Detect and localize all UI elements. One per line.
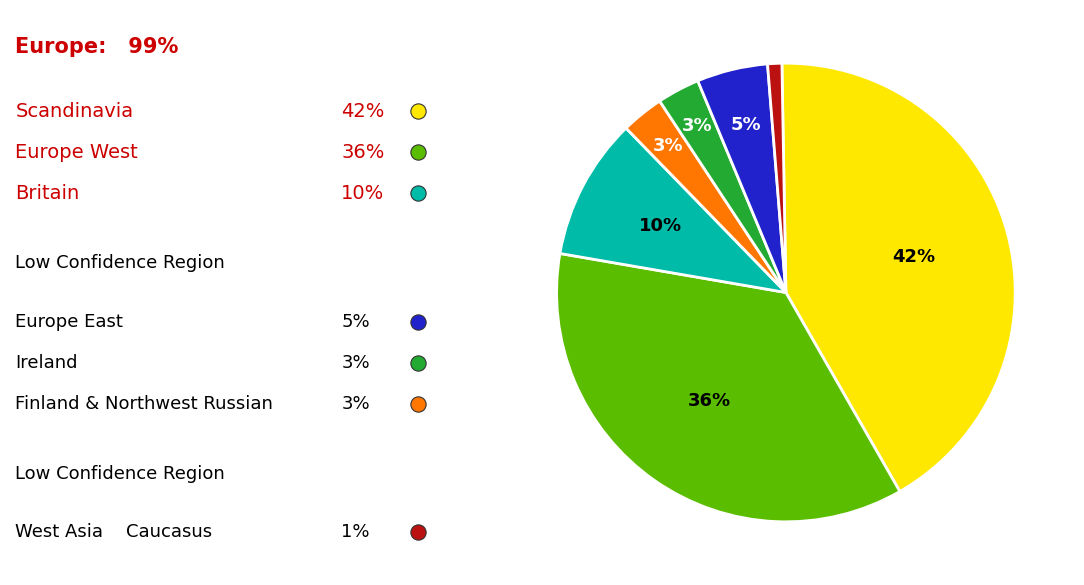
- Text: 3%: 3%: [682, 118, 713, 136]
- Text: Europe East: Europe East: [15, 313, 124, 331]
- Text: 3%: 3%: [341, 354, 370, 371]
- Wedge shape: [698, 64, 786, 292]
- Text: 42%: 42%: [341, 102, 385, 121]
- Text: 1%: 1%: [341, 524, 370, 541]
- Text: Scandinavia: Scandinavia: [15, 102, 133, 121]
- Text: Finland & Northwest Russian: Finland & Northwest Russian: [15, 395, 273, 412]
- Wedge shape: [782, 63, 1016, 491]
- Text: Europe:   99%: Europe: 99%: [15, 37, 179, 57]
- Wedge shape: [627, 101, 786, 292]
- Text: West Asia    Caucasus: West Asia Caucasus: [15, 524, 212, 541]
- Text: 36%: 36%: [688, 393, 732, 411]
- Text: Britain: Britain: [15, 184, 79, 202]
- Text: 5%: 5%: [341, 313, 370, 331]
- Text: Ireland: Ireland: [15, 354, 78, 371]
- Text: Europe West: Europe West: [15, 143, 138, 161]
- Text: 5%: 5%: [731, 116, 761, 135]
- Text: 42%: 42%: [892, 248, 935, 266]
- Text: 3%: 3%: [653, 137, 683, 155]
- Text: 10%: 10%: [341, 184, 385, 202]
- Text: Low Confidence Region: Low Confidence Region: [15, 465, 225, 483]
- Wedge shape: [556, 253, 900, 522]
- Wedge shape: [660, 81, 786, 292]
- Text: 10%: 10%: [638, 217, 682, 235]
- Wedge shape: [767, 63, 786, 292]
- Text: 36%: 36%: [341, 143, 385, 161]
- Text: 3%: 3%: [341, 395, 370, 412]
- Text: Low Confidence Region: Low Confidence Region: [15, 254, 225, 272]
- Wedge shape: [560, 128, 786, 292]
